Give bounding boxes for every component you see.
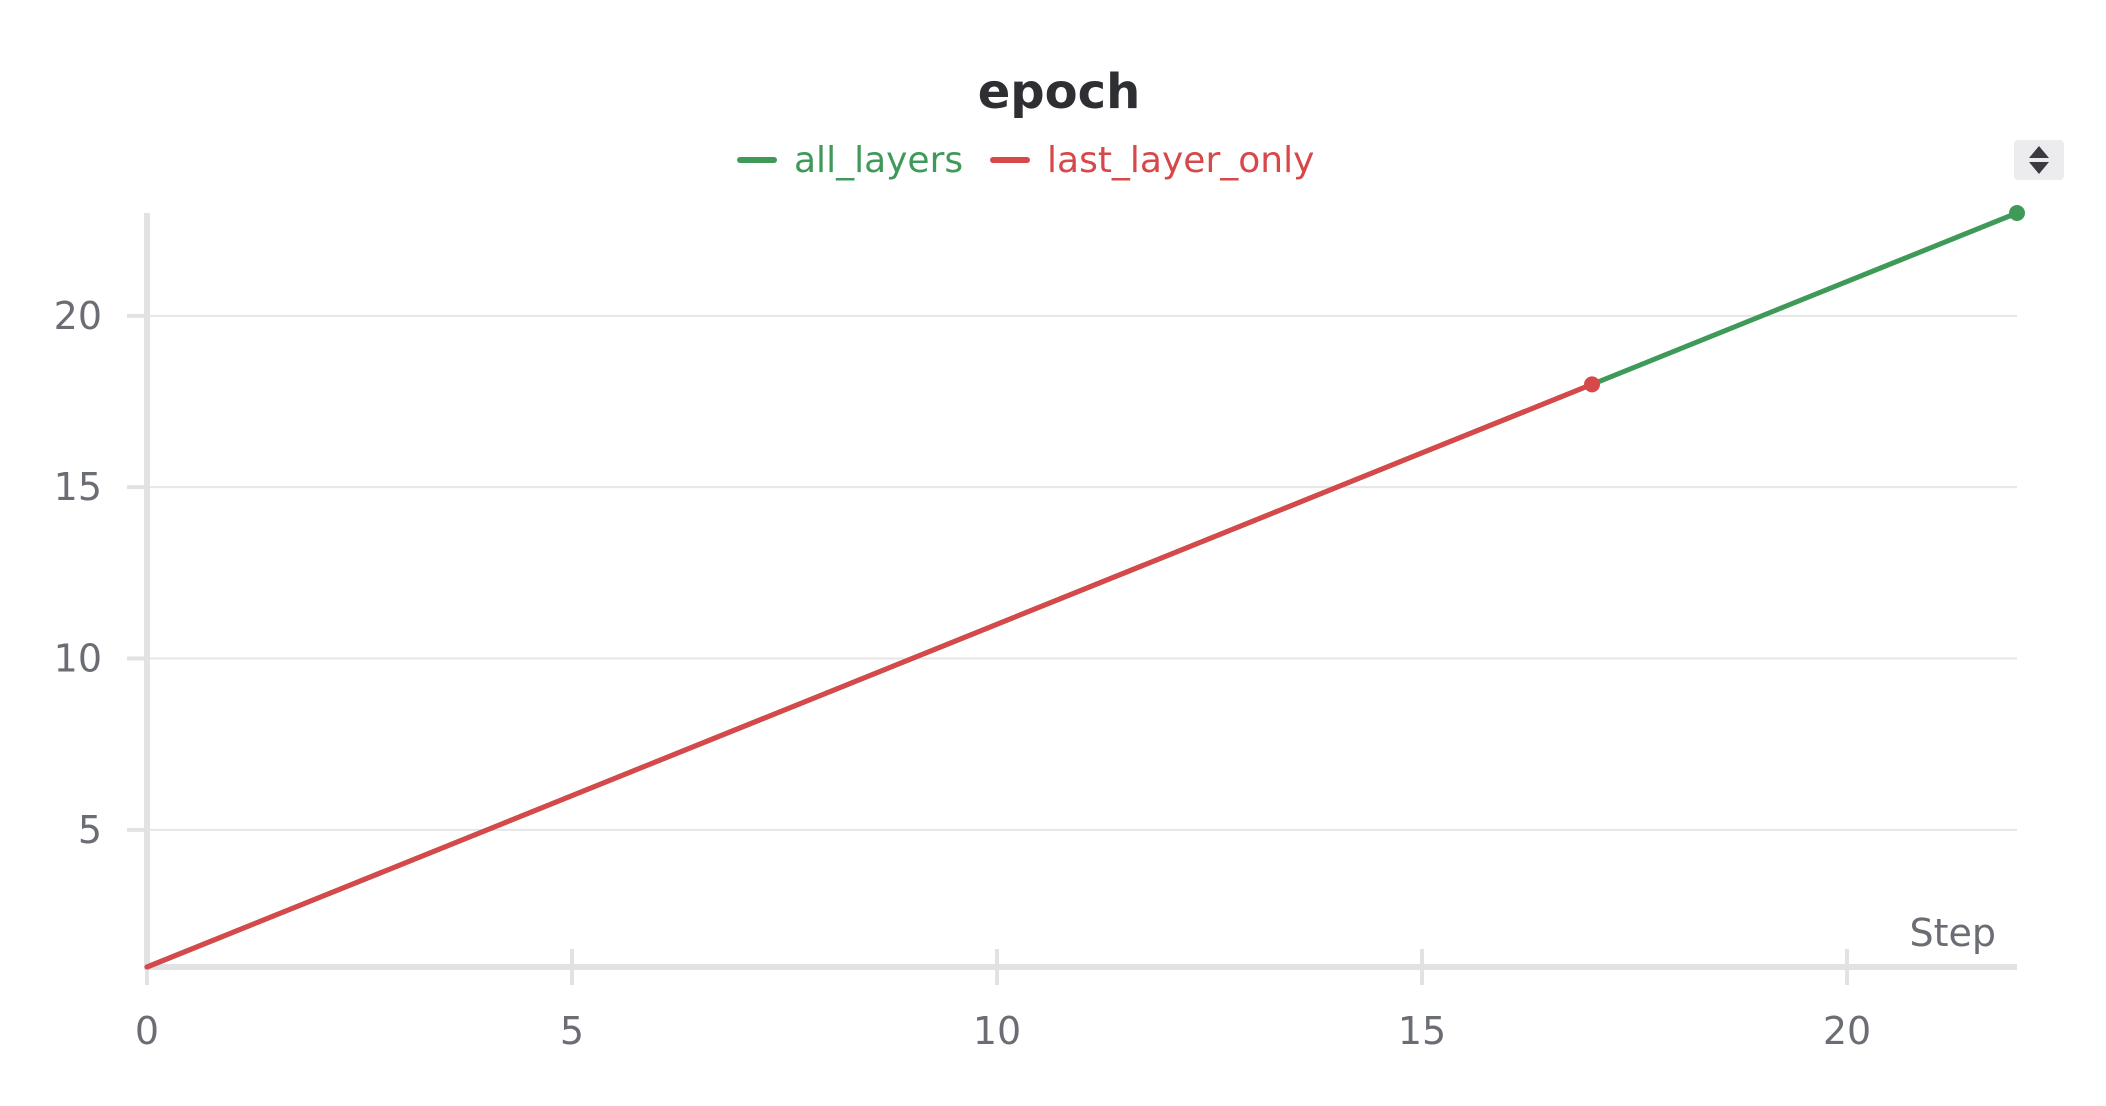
legend-label-last_layer_only[interactable]: last_layer_only [1047, 140, 1314, 181]
legend-label-all_layers[interactable]: all_layers [794, 140, 963, 181]
x-tick-label: 10 [973, 1009, 1021, 1053]
y-tick-label: 10 [54, 637, 102, 681]
y-tick-label: 15 [54, 465, 102, 509]
x-tick-label: 5 [560, 1009, 584, 1053]
x-axis-ticks: 0 5 10 15 20 [135, 949, 1871, 1053]
series-end-point-last_layer_only [1584, 376, 1600, 393]
x-tick-label: 15 [1398, 1009, 1446, 1053]
y-tick-label: 20 [54, 294, 102, 338]
sort-button[interactable] [2014, 140, 2064, 180]
series-end-point-all_layers [2009, 205, 2025, 221]
series-line-last_layer_only [144, 381, 1595, 970]
x-tick-label: 20 [1823, 1009, 1871, 1053]
series-group [144, 205, 2025, 970]
chart-title: epoch [978, 64, 1141, 120]
x-axis-label: Step [1909, 911, 1996, 955]
x-tick-label: 0 [135, 1009, 159, 1053]
axes [144, 213, 2017, 970]
y-tick-label: 5 [78, 808, 102, 852]
legend: all_layers last_layer_only [737, 140, 1314, 181]
y-axis-ticks: 5 10 15 20 [54, 294, 147, 852]
grid-lines [147, 314, 2017, 831]
sort-up-down-icon [2029, 146, 2049, 174]
